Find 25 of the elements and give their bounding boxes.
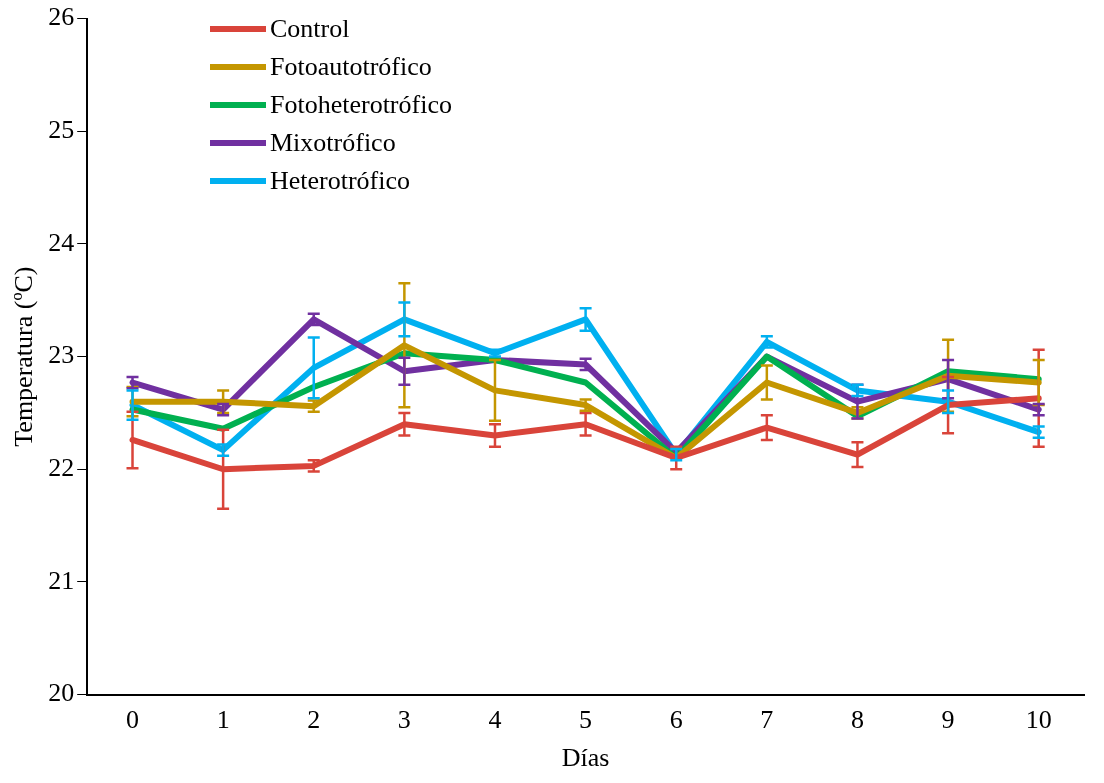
y-tick-label: 21 [48, 565, 75, 595]
y-tick-label: 23 [48, 340, 75, 370]
x-tick-label: 2 [307, 705, 321, 735]
x-tick-label: 3 [397, 705, 411, 735]
y-tick-label: 24 [48, 227, 75, 257]
y-tick-label: 25 [48, 115, 75, 145]
y-tick-label: 22 [48, 453, 75, 483]
y-axis-title: Temperatura (ºC) [9, 266, 39, 447]
x-tick-label: 0 [126, 705, 140, 735]
x-tick-label: 7 [760, 705, 774, 735]
x-tick-label: 1 [216, 705, 230, 735]
legend-label: Control [270, 13, 350, 45]
legend-label: Mixotrófico [270, 127, 396, 159]
y-tick-label: 20 [48, 678, 75, 708]
x-tick-label: 6 [669, 705, 683, 735]
legend-label: Heterotrófico [270, 165, 411, 197]
legend-label: Fotoautotrófico [270, 51, 432, 83]
x-tick-label: 10 [1025, 705, 1052, 735]
x-tick-label: 4 [488, 705, 502, 735]
legend-label: Fotoheterotrófico [270, 89, 452, 121]
x-tick-label: 5 [579, 705, 593, 735]
x-tick-label: 9 [941, 705, 955, 735]
x-tick-label: 8 [850, 705, 864, 735]
y-tick-label: 26 [48, 2, 75, 32]
x-axis-title: Días [561, 743, 610, 773]
